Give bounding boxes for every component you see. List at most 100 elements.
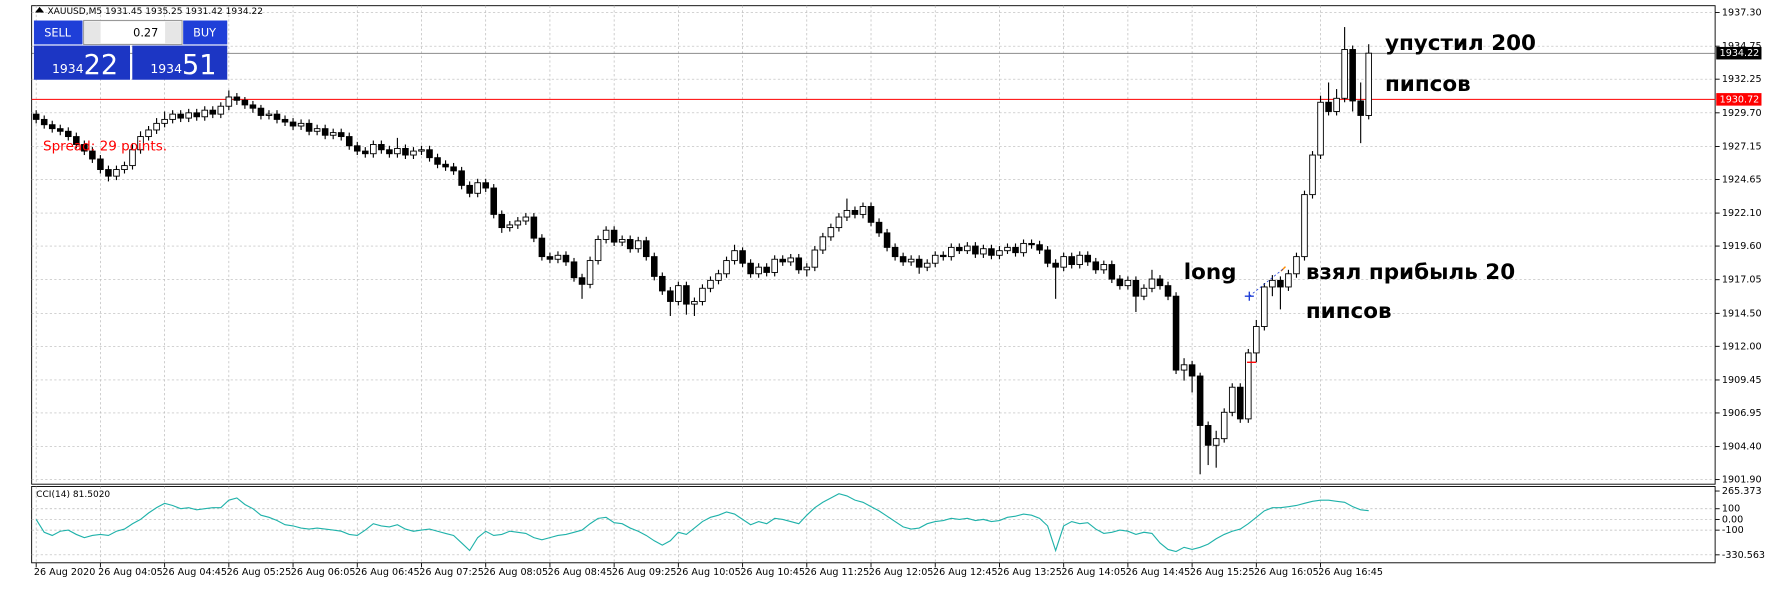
candle-body: [843, 209, 851, 218]
candle-body: [129, 149, 136, 167]
y2-tick-label: 0.00: [1722, 514, 1743, 525]
candle-body: [835, 216, 843, 229]
price-label-box: [1716, 93, 1762, 106]
candle-body: [1269, 279, 1276, 288]
x-tick-label: 26 Aug 08:45: [548, 567, 613, 578]
candle-body: [56, 128, 64, 132]
bid-box[interactable]: [33, 45, 131, 80]
candle-body: [988, 248, 995, 256]
candle-body: [1004, 246, 1011, 252]
candle-body: [538, 237, 546, 258]
candle-body: [169, 113, 176, 120]
candle-body: [418, 149, 425, 152]
lot-up[interactable]: [165, 21, 181, 44]
buy-label[interactable]: BUY: [193, 25, 216, 39]
bid-big: 1934: [52, 61, 84, 76]
candle-body: [32, 113, 40, 120]
sell-button[interactable]: [33, 20, 83, 45]
candle-body: [795, 257, 803, 271]
candle-body: [426, 149, 433, 159]
bid-small: 22: [84, 50, 119, 81]
candle-body: [105, 169, 112, 177]
candle-body: [811, 249, 819, 268]
candle-body: [40, 118, 48, 126]
candle-body: [956, 246, 963, 252]
y-tick-label: 1906.95: [1722, 408, 1762, 419]
candle-body: [1052, 262, 1059, 268]
x-tick-label: 26 Aug 04:05: [98, 567, 163, 578]
lot-down[interactable]: [84, 21, 101, 44]
candle-body: [1092, 261, 1100, 271]
y-tick-label: 1924.65: [1722, 174, 1762, 185]
candle-body: [931, 254, 939, 264]
lot-box[interactable]: [83, 19, 183, 46]
candle-body: [964, 245, 971, 252]
candle-body: [386, 149, 393, 155]
x-tick-label: 26 Aug 07:25: [419, 567, 484, 578]
y-tick-label: 1922.10: [1722, 208, 1762, 219]
candle-body: [1020, 242, 1027, 254]
candle-body: [1124, 279, 1132, 287]
candle-body: [305, 122, 313, 132]
candle-body: [145, 129, 152, 138]
candle-body: [699, 287, 706, 302]
ask-big: 1934: [150, 61, 182, 76]
x-tick-label: 26 Aug 06:05: [291, 567, 356, 578]
candle-body: [659, 275, 666, 292]
y-tick-label: 1904.40: [1722, 442, 1762, 453]
candle-body: [1172, 295, 1180, 371]
candle-body: [1285, 273, 1292, 288]
candle-body: [867, 206, 875, 223]
candle-body: [530, 216, 538, 239]
candle-body: [482, 182, 489, 189]
candle-body: [97, 158, 104, 171]
candle-body: [217, 105, 225, 115]
candle-body: [1220, 411, 1228, 440]
candle-body: [378, 144, 385, 151]
candle-body: [948, 246, 955, 258]
candle-body: [1204, 425, 1212, 446]
candle-body: [891, 246, 899, 258]
candle-body: [241, 99, 249, 106]
indicator-panel: [31, 486, 1716, 564]
sell-label[interactable]: SELL: [44, 25, 72, 39]
candle-body: [907, 258, 915, 263]
plot-layer: 1937.30 1934.75 1932.25 1929.70 1927.15 1924.…: [31, 5, 1766, 578]
candle-body: [602, 229, 610, 240]
candle-body: [1076, 254, 1084, 265]
x-tick-label: 26 Aug 11:25: [805, 567, 870, 578]
indicator-title: CCI(14) 81.5020: [36, 490, 110, 500]
candle-body: [787, 257, 795, 263]
candle-body: [201, 109, 209, 118]
candle-body: [137, 136, 144, 151]
y2-tick-label: -100: [1722, 525, 1744, 536]
candle-body: [89, 150, 96, 160]
candle-body: [779, 258, 786, 263]
candle-body: [651, 256, 658, 277]
candle-body: [851, 209, 859, 215]
buy-button[interactable]: [183, 20, 228, 45]
candle-body: [570, 261, 578, 279]
candle-body: [265, 113, 273, 116]
y2-tick-label: 100: [1722, 504, 1740, 515]
x-tick-label: 26 Aug 10:05: [676, 567, 741, 578]
annotation: взял прибыль 20: [1306, 260, 1515, 285]
candle-body: [434, 157, 441, 165]
candle-body: [1317, 101, 1324, 156]
candle-body: [1132, 279, 1140, 297]
candle-body: [249, 104, 257, 109]
y-tick-label: 1909.45: [1722, 375, 1762, 386]
candle-body: [1236, 386, 1244, 420]
candle-body: [972, 245, 979, 255]
candle-body: [1301, 194, 1308, 258]
candle-body: [185, 112, 192, 119]
candle-body: [442, 163, 449, 168]
candle-body: [915, 258, 923, 268]
candle-body: [1349, 49, 1356, 102]
candle-body: [1261, 286, 1268, 327]
x-tick-label: 26 Aug 2020: [34, 567, 95, 578]
candle-body: [996, 250, 1003, 256]
ask-box[interactable]: [132, 45, 228, 80]
candle-body: [1188, 364, 1196, 377]
